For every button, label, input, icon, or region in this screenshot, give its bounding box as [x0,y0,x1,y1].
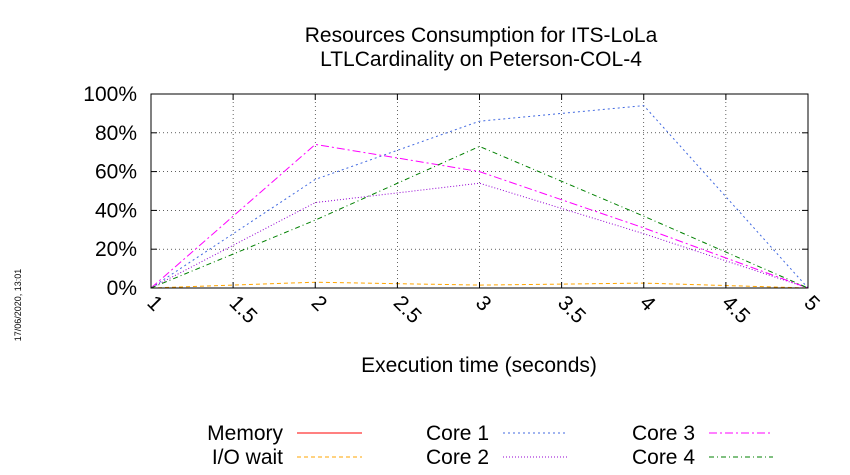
legend-label-memory: Memory [207,422,283,445]
series-line-core-3 [150,143,809,289]
x-tick-label: 2.5 [389,291,426,328]
legend-label-core-2: Core 2 [426,446,489,469]
x-tick-label: 3.5 [553,291,590,328]
chart-title: Resources Consumption for ITS-LoLa [305,24,658,47]
timestamp-label: 17/06/2020, 13:01 [13,269,23,342]
x-axis-label: Execution time (seconds) [361,354,597,377]
x-tick-label: 1.5 [225,291,262,328]
legend-label-i-o-wait: I/O wait [212,446,283,469]
series-line-core-1 [150,105,809,289]
x-tick-label: 5 [799,291,824,316]
y-tick-label: 60% [95,161,137,184]
x-tick-label: 1 [142,291,167,316]
y-tick-label: 0% [107,277,137,300]
y-tick-label: 40% [95,199,137,222]
y-tick-label: 100% [83,83,137,106]
legend-label-core-4: Core 4 [632,446,695,469]
x-tick-label: 4 [635,291,660,316]
legend-label-core-1: Core 1 [426,422,489,445]
x-tick-label: 2 [307,291,332,316]
y-tick-label: 80% [95,122,137,145]
y-tick-label: 20% [95,238,137,261]
grid-lines [151,94,808,288]
legend-label-core-3: Core 3 [632,422,695,445]
series-line-core-2 [150,182,809,289]
series-line-i-o-wait [150,281,809,289]
series-line-core-4 [150,145,809,289]
axis-ticks: 0% 20% 40% 60% 80% 100% 1 1.5 2 2.5 3 3.5 4 4.5 5 [83,83,824,328]
chart-subtitle: LTLCardinality on Peterson-COL-4 [320,48,642,71]
x-tick-label: 4.5 [717,291,754,328]
x-tick-label: 3 [471,291,496,316]
